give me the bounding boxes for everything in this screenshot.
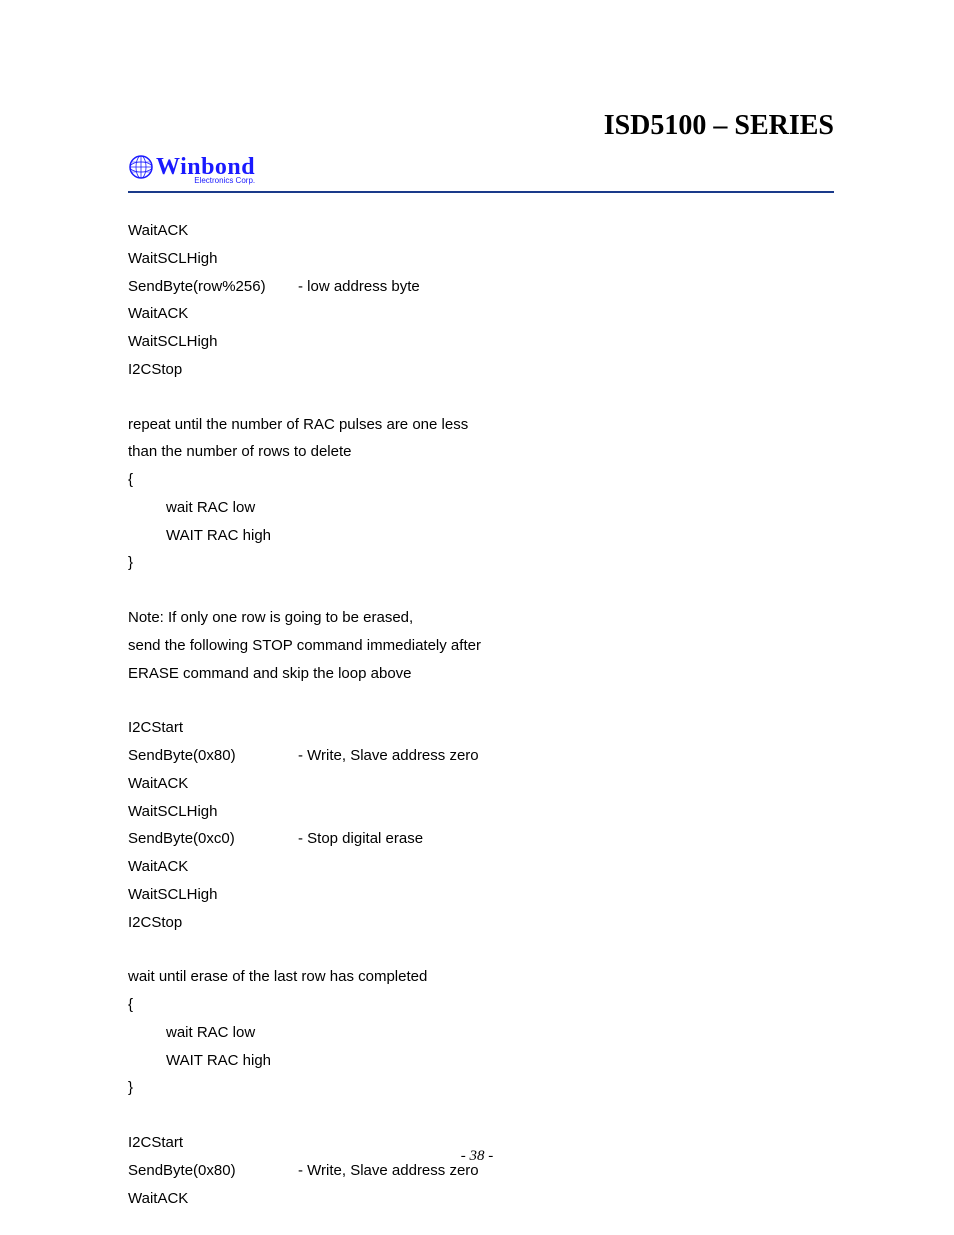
document-title: ISD5100 – SERIES	[604, 110, 834, 142]
code-line: WaitSCLHigh	[128, 798, 834, 826]
code-line: Note: If only one row is going to be era…	[128, 604, 834, 632]
page-number: - 38 -	[0, 1148, 954, 1165]
code-line: SendByte(row%256) - low address byte	[128, 273, 834, 301]
code-line: WAIT RAC high	[128, 522, 834, 550]
code-line: ERASE command and skip the loop above	[128, 660, 834, 688]
code-line: I2CStop	[128, 356, 834, 384]
code-listing: WaitACK WaitSCLHigh SendByte(row%256) - …	[128, 217, 834, 1212]
logo-text-main: Winbond	[156, 155, 255, 179]
code-line: than the number of rows to delete	[128, 438, 834, 466]
code-line: send the following STOP command immediat…	[128, 632, 834, 660]
code-line: WaitACK	[128, 770, 834, 798]
code-line: WaitSCLHigh	[128, 328, 834, 356]
code-line: WaitACK	[128, 217, 834, 245]
code-line: WAIT RAC high	[128, 1047, 834, 1075]
code-line: wait RAC low	[128, 494, 834, 522]
code-line: {	[128, 991, 834, 1019]
code-comment: - low address byte	[298, 273, 420, 301]
code-line: SendByte(0xc0) - Stop digital erase	[128, 825, 834, 853]
code-line: }	[128, 1074, 834, 1102]
code-line: I2CStart	[128, 714, 834, 742]
code-line: WaitACK	[128, 853, 834, 881]
code-line: }	[128, 549, 834, 577]
code-line: {	[128, 466, 834, 494]
logo-row: Winbond Electronics Corp.	[128, 154, 834, 185]
globe-icon	[128, 154, 154, 185]
code-line: wait RAC low	[128, 1019, 834, 1047]
code-line: WaitSCLHigh	[128, 245, 834, 273]
logo-text-sub: Electronics Corp.	[194, 177, 255, 185]
code-line: I2CStop	[128, 909, 834, 937]
code-command: SendByte(0xc0)	[128, 825, 298, 853]
code-line: WaitSCLHigh	[128, 881, 834, 909]
code-line: WaitACK	[128, 300, 834, 328]
code-line: WaitACK	[128, 1185, 834, 1213]
code-line: SendByte(0x80) - Write, Slave address ze…	[128, 742, 834, 770]
header-rule	[128, 191, 834, 193]
code-command: SendByte(0x80)	[128, 742, 298, 770]
winbond-logo: Winbond Electronics Corp.	[128, 154, 255, 185]
code-line: wait until erase of the last row has com…	[128, 963, 834, 991]
code-comment: - Write, Slave address zero	[298, 742, 479, 770]
code-comment: - Stop digital erase	[298, 825, 423, 853]
code-command: SendByte(row%256)	[128, 273, 298, 301]
code-line: repeat until the number of RAC pulses ar…	[128, 411, 834, 439]
